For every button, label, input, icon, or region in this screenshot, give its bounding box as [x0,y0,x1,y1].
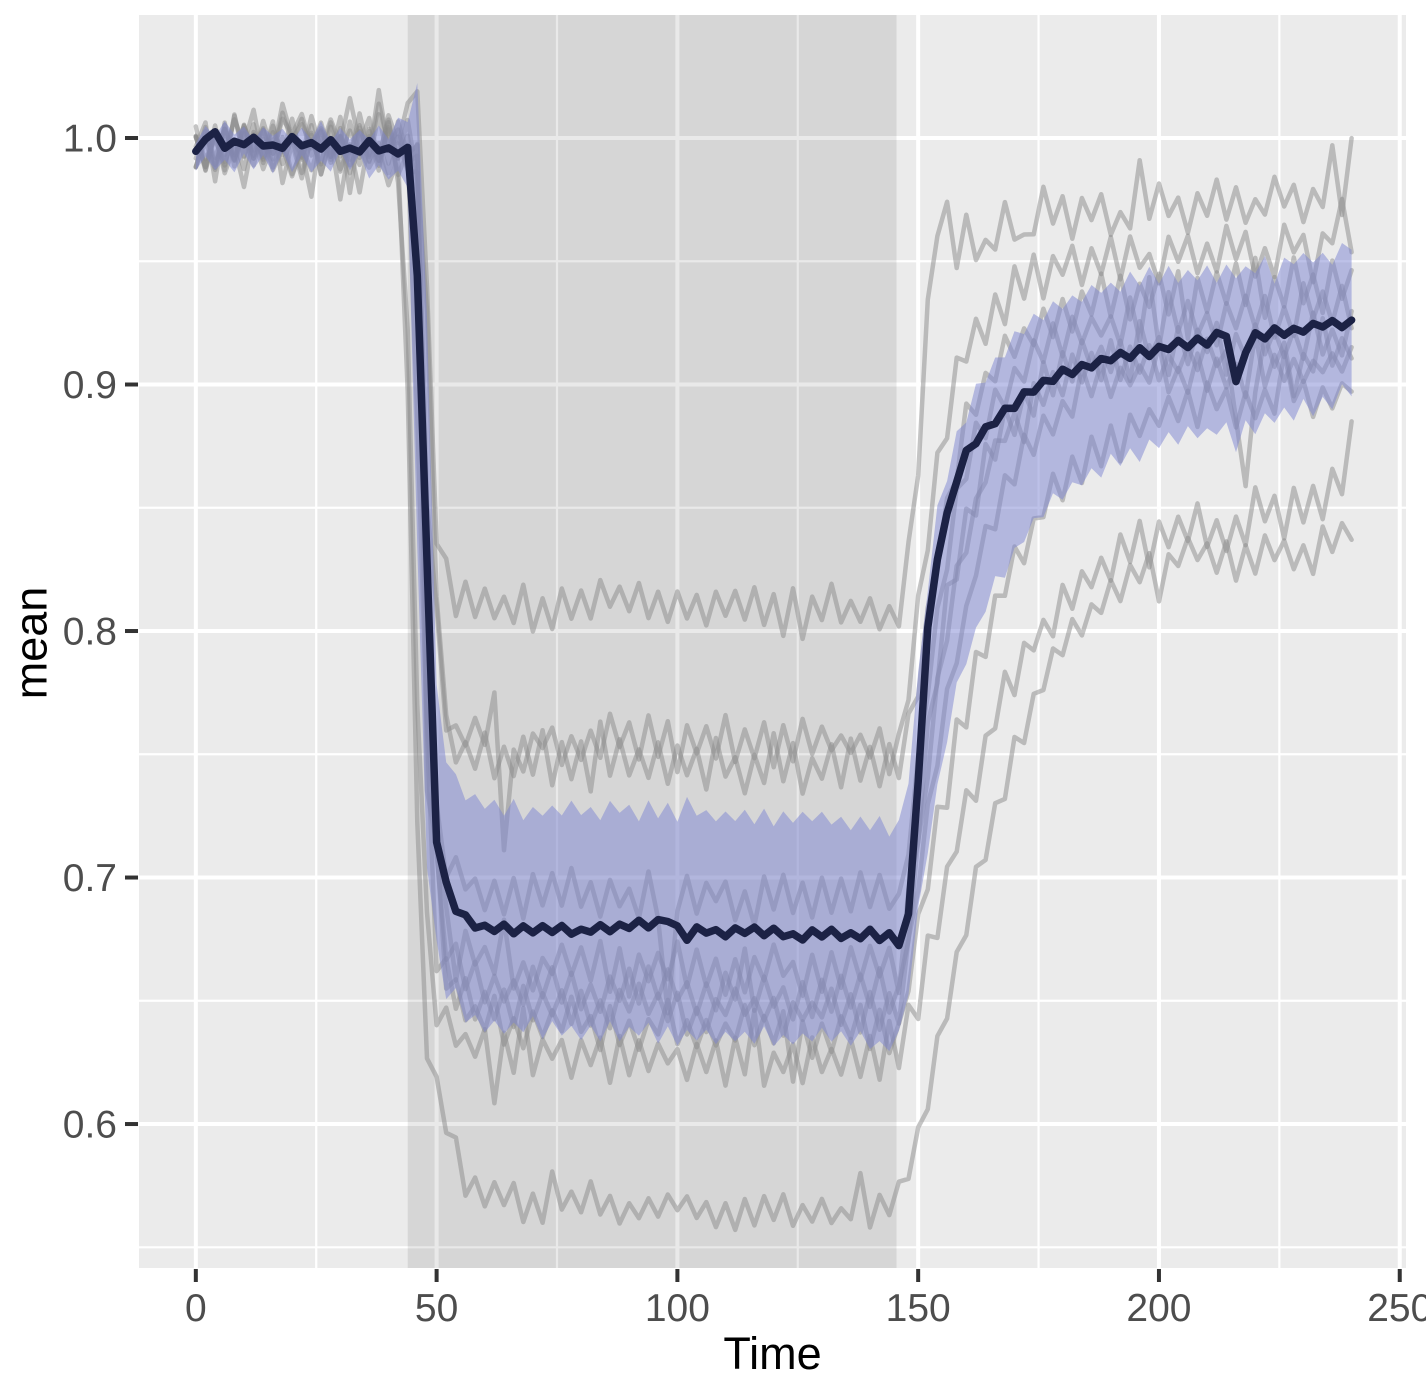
trace-1-line [193,89,1354,642]
y-tick-label: 0.7 [63,857,117,900]
mean-confidence-ribbon [195,83,1352,1052]
y-tick-label: 0.6 [63,1104,117,1147]
x-tick-label: 200 [1126,1287,1191,1330]
x-axis-title: Time [723,1328,822,1379]
x-tick-label: 250 [1367,1287,1426,1330]
y-tick-label: 0.9 [63,364,117,407]
trace-10-line [193,123,1354,1233]
y-tick-label: 0.8 [63,611,117,654]
x-tick-label: 50 [415,1287,458,1330]
y-tick-label: 1.0 [63,118,117,161]
x-tick-label: 150 [886,1287,951,1330]
y-axis-title: mean [5,586,57,700]
stimulus-period-shading [407,15,897,1268]
mean-line [192,127,1356,950]
trace-9-line [193,116,1354,1106]
x-tick-label: 100 [645,1287,710,1330]
x-tick-label: 0 [185,1287,207,1330]
data-layer [192,83,1356,1233]
